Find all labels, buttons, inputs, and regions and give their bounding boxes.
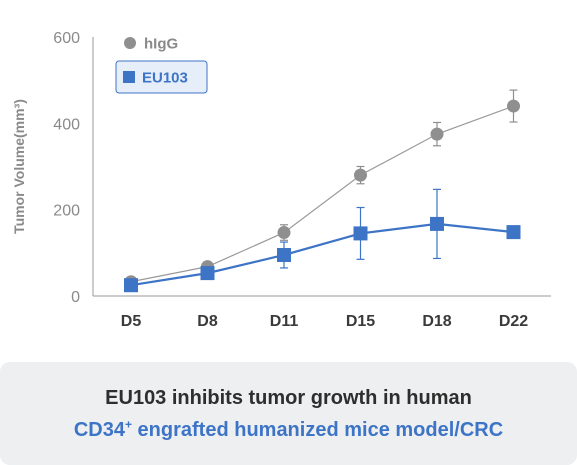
series-line	[130, 222, 514, 287]
axes	[92, 37, 551, 297]
x-tick-label: D8	[197, 313, 218, 330]
y-axis-label: Tumor Volume(mm³)	[11, 99, 27, 234]
data-point	[430, 216, 444, 231]
legend-highlight-box	[115, 60, 208, 94]
caption-line-2-prefix: CD34	[73, 418, 125, 441]
x-tick-label: D22	[499, 313, 528, 330]
data-point	[430, 127, 444, 141]
x-tick-label: D5	[121, 313, 142, 330]
data-point	[354, 168, 367, 182]
series-higg	[124, 89, 520, 289]
data-point	[277, 247, 291, 262]
legend-marker-higg	[124, 37, 136, 49]
caption-line-2-suffix: engrafted humanized mice model/CRC	[131, 418, 504, 441]
series-line	[130, 105, 514, 283]
data-point	[200, 266, 215, 281]
data-point	[124, 278, 138, 293]
legend-label-eu103: EU103	[142, 70, 188, 87]
legend: hIgG EU103	[115, 36, 208, 94]
caption-line-2: CD34+ engrafted humanized mice model/CRC	[74, 415, 503, 445]
y-ticks: 0 200 400 600	[53, 30, 80, 306]
x-ticks: D5 D8 D11 D15 D18 D22	[121, 313, 529, 330]
data-point	[507, 99, 520, 113]
data-point	[353, 226, 368, 241]
caption-box: EU103 inhibits tumor growth in human CD3…	[0, 362, 577, 465]
series-eu103	[124, 188, 521, 293]
caption-line-2-sup: +	[124, 416, 132, 431]
y-tick-label: 600	[53, 30, 80, 47]
x-tick-label: D11	[270, 313, 299, 330]
legend-marker-eu103	[123, 71, 135, 83]
x-tick-label: D18	[422, 313, 451, 330]
x-tick-label: D15	[346, 313, 375, 330]
data-point	[277, 226, 291, 240]
y-tick-label: 200	[53, 203, 80, 220]
legend-label-higg: hIgG	[144, 36, 178, 53]
y-tick-label: 400	[53, 116, 80, 133]
caption-line-1: EU103 inhibits tumor growth in human	[105, 386, 472, 409]
data-point	[506, 225, 521, 240]
y-tick-label: 0	[71, 289, 80, 306]
series-layer	[124, 89, 521, 293]
chart: Tumor Volume(mm³) 0 200 400 600 D5 D8 D11 D15 D…	[11, 30, 551, 330]
